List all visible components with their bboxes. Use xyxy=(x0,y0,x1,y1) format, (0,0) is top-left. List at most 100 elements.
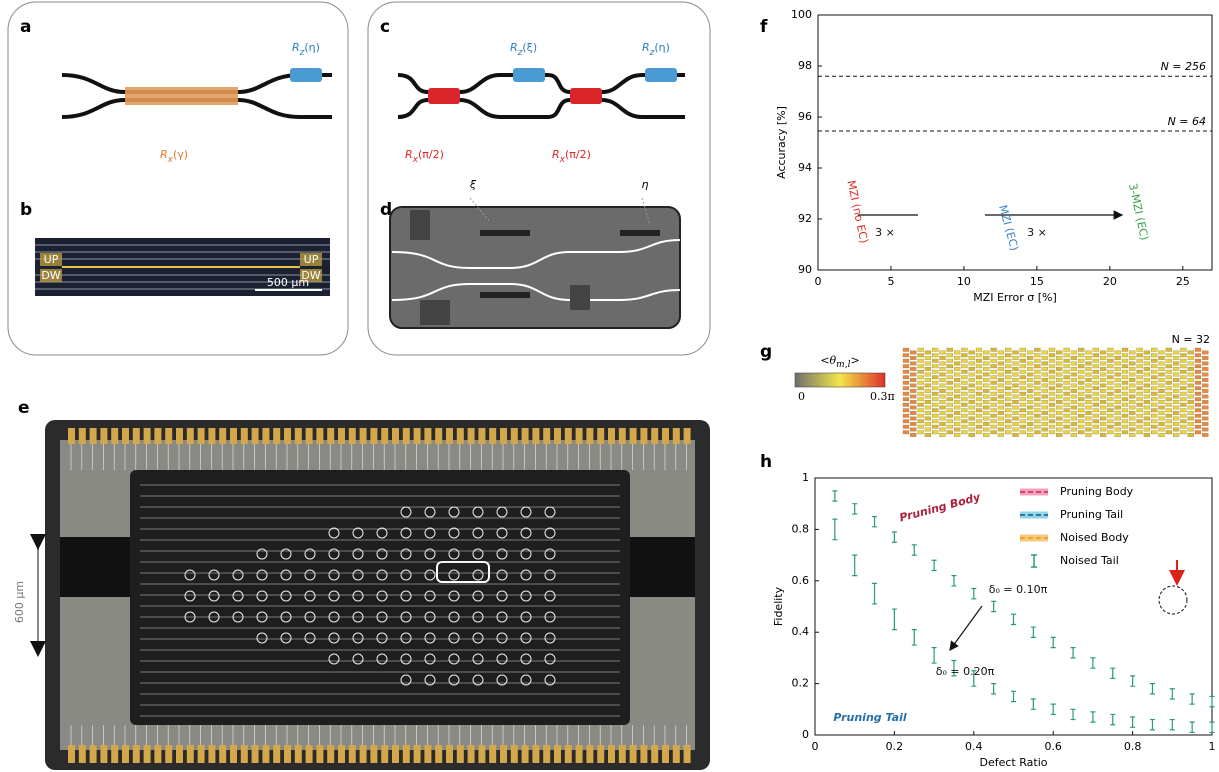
pad xyxy=(586,745,593,763)
mesh-cell xyxy=(976,403,982,407)
pad xyxy=(262,745,269,763)
mesh-cell xyxy=(1064,359,1070,363)
mesh-cell xyxy=(1078,403,1084,407)
mesh-cell xyxy=(991,376,997,380)
mesh-cell xyxy=(1071,422,1077,426)
mesh-cell xyxy=(1064,414,1070,418)
mesh-cell xyxy=(1144,411,1150,415)
pad xyxy=(262,428,269,444)
y-tick-label: 1 xyxy=(802,471,809,484)
mesh-cell xyxy=(961,420,967,424)
error-bar xyxy=(1051,704,1056,714)
pad xyxy=(532,428,539,444)
mesh-cell xyxy=(1129,422,1135,426)
mesh-cell xyxy=(1020,370,1026,374)
mesh-cell xyxy=(961,409,967,413)
mesh-cell xyxy=(1056,351,1062,355)
mesh-cell xyxy=(932,354,938,358)
mesh-cell xyxy=(925,384,931,388)
mesh-cell xyxy=(1107,387,1113,391)
pad xyxy=(295,428,302,444)
mesh-cell xyxy=(1144,428,1150,432)
mesh-cell xyxy=(1071,373,1077,377)
mesh-cell xyxy=(1071,433,1077,437)
mesh-cell xyxy=(1100,417,1106,421)
mesh-cell xyxy=(1159,400,1165,404)
mesh-cell xyxy=(1086,395,1092,399)
mesh-cell xyxy=(969,400,975,404)
mesh-cell xyxy=(1093,348,1099,352)
mesh-cell xyxy=(1144,384,1150,388)
mesh-cell xyxy=(1049,392,1055,396)
mesh-cell xyxy=(1056,389,1062,393)
mesh-cell xyxy=(1129,373,1135,377)
mesh-cell xyxy=(983,411,989,415)
mesh-cell xyxy=(1034,425,1040,429)
mesh-cell xyxy=(976,370,982,374)
mesh-cell xyxy=(903,409,909,413)
pad xyxy=(684,428,691,444)
mesh-cell xyxy=(1166,431,1172,435)
mesh-cell xyxy=(925,373,931,377)
mesh-cell xyxy=(1100,411,1106,415)
mesh-cell xyxy=(1027,378,1033,382)
mesh-cell xyxy=(1049,359,1055,363)
mesh-cell xyxy=(932,420,938,424)
mesh-cell xyxy=(1020,354,1026,358)
mesh-cell xyxy=(1086,351,1092,355)
mesh-cell xyxy=(1100,373,1106,377)
mesh-cell xyxy=(1122,431,1128,435)
mesh-cell xyxy=(1180,354,1186,358)
pad xyxy=(230,428,237,444)
mesh-cell xyxy=(1115,411,1121,415)
mesh-cell xyxy=(1020,414,1026,418)
mesh-cell xyxy=(961,376,967,380)
mesh-cell xyxy=(1049,398,1055,402)
mesh-cell xyxy=(925,367,931,371)
mesh-cell xyxy=(976,420,982,424)
error-bar xyxy=(892,609,897,630)
mesh-cell xyxy=(961,370,967,374)
error-bar xyxy=(892,532,897,542)
y-axis-title: Accuracy [%] xyxy=(775,106,788,179)
mesh-cell xyxy=(947,370,953,374)
mesh-cell xyxy=(1027,384,1033,388)
mesh-cell xyxy=(910,351,916,355)
mesh-cell xyxy=(976,376,982,380)
mesh-cell xyxy=(1005,354,1011,358)
mesh-cell xyxy=(1180,359,1186,363)
x-axis-title: MZI Error σ [%] xyxy=(973,291,1057,304)
mesh-cell xyxy=(1137,359,1143,363)
mesh-cell xyxy=(925,389,931,393)
rx-phase xyxy=(570,88,602,104)
mesh-cell xyxy=(1107,425,1113,429)
mesh-cell xyxy=(1188,367,1194,371)
mesh-cell xyxy=(918,370,924,374)
mesh-cell xyxy=(1202,406,1208,410)
mesh-cell xyxy=(1129,395,1135,399)
mesh-cell xyxy=(991,387,997,391)
mesh-cell xyxy=(1013,411,1019,415)
mesh-cell xyxy=(1159,411,1165,415)
mesh-cell xyxy=(1188,389,1194,393)
pad xyxy=(252,428,259,444)
mesh-cell xyxy=(918,414,924,418)
mesh-cell xyxy=(1071,389,1077,393)
mesh-cell xyxy=(1078,420,1084,424)
pad xyxy=(576,428,583,444)
mesh-cell xyxy=(918,376,924,380)
mesh-cell xyxy=(1122,392,1128,396)
pad xyxy=(403,428,410,444)
error-bar xyxy=(991,601,996,611)
mesh-cell xyxy=(1166,409,1172,413)
mesh-cell xyxy=(1013,384,1019,388)
mesh-cell xyxy=(1005,392,1011,396)
error-bar xyxy=(1110,714,1115,724)
mesh-cell xyxy=(983,356,989,360)
mesh-cell xyxy=(991,414,997,418)
mesh-cell xyxy=(918,354,924,358)
error-bar xyxy=(1011,691,1016,701)
y-tick-label: 92 xyxy=(798,212,812,225)
pad xyxy=(284,428,291,444)
pad xyxy=(651,428,658,444)
